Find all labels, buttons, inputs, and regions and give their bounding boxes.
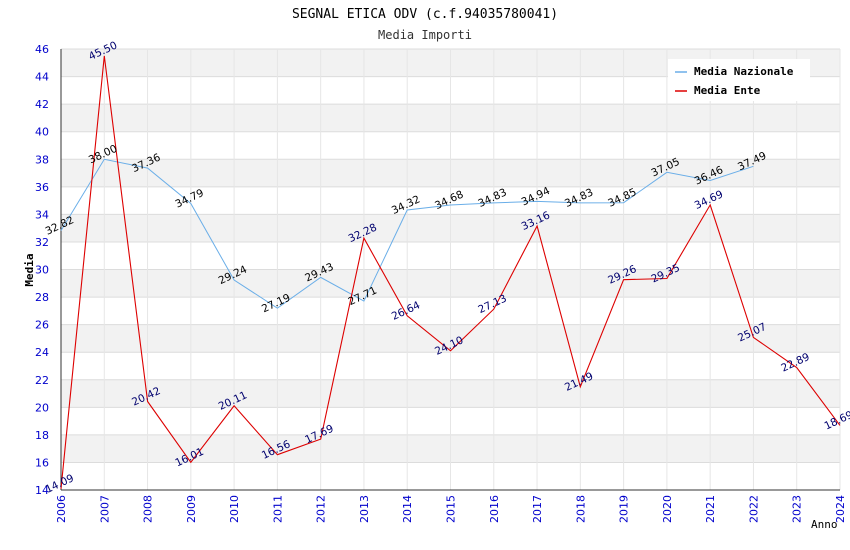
y-tick-label: 26 — [35, 319, 49, 332]
y-tick-label: 36 — [35, 181, 49, 194]
x-tick-label: 2018 — [574, 495, 587, 523]
y-tick-label: 46 — [35, 43, 49, 56]
x-axis-label: Anno — [811, 518, 838, 531]
x-tick-label: 2016 — [488, 495, 501, 523]
data-label: 34.94 — [520, 185, 553, 209]
data-label: 34.68 — [433, 188, 465, 212]
data-label: 34.85 — [606, 186, 638, 210]
y-tick-label: 30 — [35, 264, 49, 277]
y-tick-label: 24 — [35, 346, 49, 359]
legend-label-media-nazionale: Media Nazionale — [694, 65, 794, 78]
data-label: 14.09 — [44, 472, 76, 496]
x-tick-label: 2020 — [661, 495, 674, 523]
series-lines — [60, 55, 841, 489]
y-tick-label: 44 — [35, 71, 49, 84]
y-tick-label: 14 — [35, 484, 49, 497]
x-tick-label: 2024 — [834, 495, 847, 523]
x-tick-label: 2021 — [704, 495, 717, 523]
y-tick-label: 28 — [35, 291, 49, 304]
legend: Media Nazionale Media Ente — [668, 59, 810, 101]
legend-label-media-ente: Media Ente — [694, 84, 761, 97]
x-tick-label: 2013 — [358, 495, 371, 523]
x-tick-label: 2012 — [315, 495, 328, 523]
series-line-media-ente — [60, 55, 841, 489]
data-label: 34.83 — [563, 186, 595, 210]
y-tick-label: 22 — [35, 374, 49, 387]
y-tick-label: 18 — [35, 429, 49, 442]
x-tick-label: 2008 — [142, 495, 155, 523]
y-tick-label: 42 — [35, 98, 49, 111]
x-tick-label: 2019 — [618, 495, 631, 523]
y-tick-labels: 14 16 18 20 22 24 26 28 30 32 34 36 38 40 42 44 46 — [35, 43, 49, 497]
chart-title: SEGNAL ETICA ODV (c.f.94035780041) — [292, 7, 558, 22]
data-label: 18.69 — [823, 409, 850, 433]
y-axis-label: Media — [23, 253, 36, 286]
x-tick-label: 2015 — [445, 495, 458, 523]
chart-subtitle: Media Importi — [378, 28, 472, 42]
data-label: 22.89 — [779, 351, 811, 375]
y-tick-label: 34 — [35, 208, 49, 221]
series-line-media-nazionale — [60, 158, 754, 309]
x-tick-label: 2006 — [55, 495, 68, 523]
data-label: 34.69 — [693, 188, 725, 212]
x-tick-label: 2023 — [791, 495, 804, 523]
data-label: 26.64 — [390, 299, 423, 323]
axes — [60, 49, 840, 491]
x-tick-label: 2011 — [271, 495, 284, 523]
x-tick-labels: 2006 2007 2008 2009 2010 2011 2012 2013 2014 2015… — [55, 495, 847, 523]
y-tick-label: 32 — [35, 236, 49, 249]
data-label: 34.79 — [173, 187, 205, 211]
x-tick-label: 2009 — [185, 495, 198, 523]
x-tick-label: 2014 — [401, 495, 414, 523]
y-tick-label: 40 — [35, 126, 49, 139]
y-tick-label: 20 — [35, 401, 49, 414]
data-label: 34.83 — [476, 186, 508, 210]
x-tick-label: 2017 — [531, 495, 544, 523]
x-tick-label: 2022 — [747, 495, 760, 523]
x-tick-label: 2010 — [228, 495, 241, 523]
y-tick-label: 16 — [35, 456, 49, 469]
y-tick-label: 38 — [35, 153, 49, 166]
legend-box — [668, 59, 810, 101]
x-tick-label: 2007 — [98, 495, 111, 523]
